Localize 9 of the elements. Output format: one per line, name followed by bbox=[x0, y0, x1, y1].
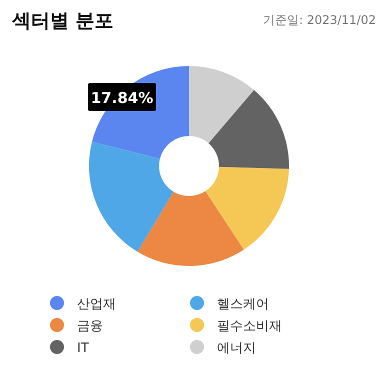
legend-label: 에너지 bbox=[217, 341, 256, 356]
legend-label: 헬스케어 bbox=[217, 297, 269, 312]
legend-label: IT bbox=[77, 341, 89, 356]
legend-label: 금융 bbox=[77, 319, 103, 334]
legend-label: 필수소비재 bbox=[217, 319, 282, 334]
text: 17.84% bbox=[90, 89, 154, 107]
chart-title: 섹터별 분포 bbox=[11, 10, 114, 32]
text: 기준일: 2023/11/02 bbox=[262, 13, 376, 27]
legend-label: 산업재 bbox=[77, 297, 116, 312]
